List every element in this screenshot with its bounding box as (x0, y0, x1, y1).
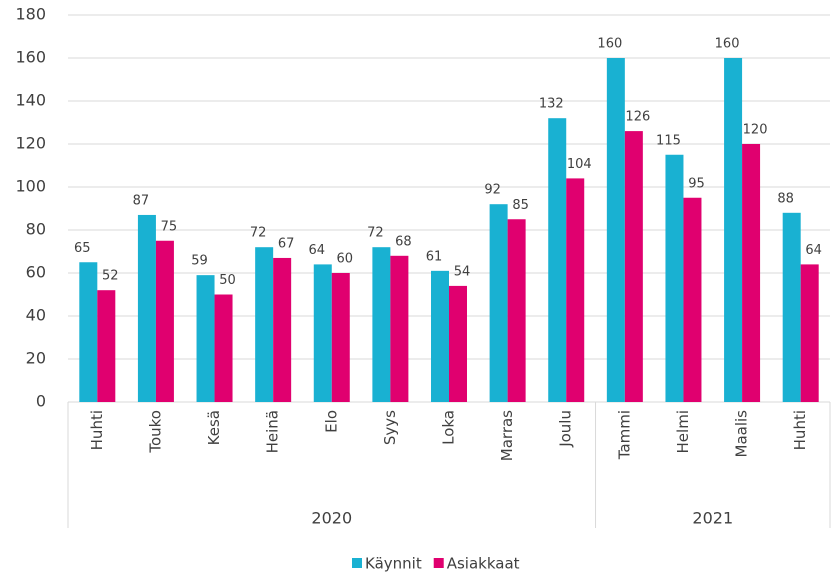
bar (782, 212, 801, 402)
data-label: 64 (308, 243, 325, 258)
data-label: 64 (805, 243, 822, 258)
bar (79, 262, 98, 402)
y-tick-label: 40 (26, 306, 46, 325)
data-label: 65 (74, 241, 91, 256)
bar (97, 290, 116, 402)
bar (137, 214, 156, 402)
data-label: 85 (512, 198, 529, 213)
x-tick-label: Huhti (791, 410, 809, 450)
legend-label: Käynnit (365, 555, 422, 573)
x-tick-label: Elo (322, 410, 340, 433)
data-label: 160 (715, 37, 740, 52)
x-tick-label: Maalis (733, 410, 751, 458)
data-label: 132 (539, 97, 564, 112)
bar (313, 264, 332, 402)
x-tick-label: Loka (440, 410, 458, 445)
x-tick-label: Joulu (557, 410, 575, 448)
bar (665, 154, 684, 402)
bar (196, 275, 215, 402)
bar (331, 273, 350, 402)
data-label: 104 (567, 157, 592, 172)
y-tick-label: 80 (26, 220, 46, 239)
x-tick-label: Touko (146, 410, 164, 454)
bar (390, 255, 409, 402)
bar (255, 247, 274, 402)
y-tick-label: 100 (15, 177, 46, 196)
data-label: 87 (133, 193, 150, 208)
y-tick-label: 120 (15, 134, 46, 153)
y-tick-label: 180 (15, 5, 46, 24)
data-label: 50 (219, 273, 236, 288)
data-label: 75 (161, 219, 178, 234)
data-label: 120 (743, 123, 768, 138)
data-label: 92 (484, 183, 501, 198)
data-label: 126 (625, 110, 650, 125)
bar (214, 294, 233, 402)
bar (489, 204, 508, 402)
data-label: 88 (777, 191, 794, 206)
bar (683, 197, 702, 402)
data-label: 95 (688, 176, 705, 191)
data-label: 68 (395, 234, 412, 249)
data-label: 67 (278, 236, 295, 251)
legend-swatch (433, 558, 444, 568)
bar (507, 219, 526, 402)
data-label: 60 (336, 252, 353, 267)
bar (742, 144, 761, 402)
bar (800, 264, 819, 402)
y-tick-label: 160 (15, 48, 46, 67)
bar (548, 118, 567, 402)
data-label: 59 (191, 254, 208, 269)
data-label: 72 (250, 226, 267, 241)
x-tick-label: Heinä (264, 410, 282, 453)
y-tick-label: 140 (15, 91, 46, 110)
bar (606, 58, 625, 402)
x-tick-label: Kesä (205, 410, 223, 445)
data-label: 115 (656, 133, 681, 148)
group-label: 2021 (692, 509, 733, 528)
x-tick-label: Tammi (615, 410, 633, 460)
bar (724, 58, 743, 402)
data-label: 54 (454, 264, 471, 279)
bar (372, 247, 391, 402)
data-label: 52 (102, 269, 119, 284)
y-tick-label: 0 (36, 392, 46, 411)
bar (624, 131, 643, 402)
legend-label: Asiakkaat (447, 555, 520, 573)
x-tick-label: Helmi (674, 410, 692, 453)
bar (566, 178, 585, 402)
data-label: 61 (426, 249, 443, 264)
legend-swatch (352, 558, 362, 568)
data-label: 72 (367, 226, 384, 241)
bar (155, 240, 174, 402)
x-tick-label: Huhti (88, 410, 106, 450)
x-tick-label: Syys (381, 410, 399, 445)
bar (449, 285, 467, 402)
y-tick-label: 60 (26, 263, 46, 282)
bar (431, 270, 449, 402)
bar (273, 257, 292, 402)
x-tick-label: Marras (498, 410, 516, 461)
data-label: 160 (597, 37, 622, 52)
y-tick-label: 20 (26, 349, 46, 368)
group-label: 2020 (311, 509, 352, 528)
